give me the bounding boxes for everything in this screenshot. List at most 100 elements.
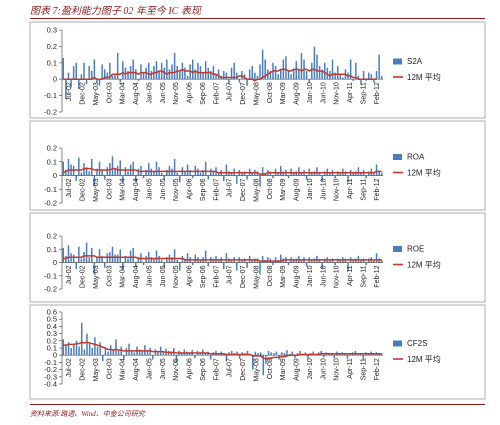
chart-3-bar (186, 253, 189, 263)
chart-1-legend-bar-swatch (393, 58, 402, 65)
chart-2-bar (160, 172, 163, 176)
chart-4-bar (175, 355, 178, 363)
chart-2-y-tick-label: 0.2 (47, 144, 57, 153)
chart-1-x-tick-label: Jan-10 (307, 82, 314, 104)
chart-1-bar (287, 71, 290, 80)
chart-4-bar (257, 353, 259, 356)
chart-2-bar (207, 175, 210, 180)
chart-3-bar (318, 259, 321, 263)
chart-2-bar (147, 163, 150, 176)
chart-4-bar (170, 353, 172, 356)
chart-3-x-tick-label: Jul-07 (227, 265, 234, 284)
chart-1-bar (80, 74, 83, 80)
chart-3-bar (85, 242, 88, 263)
chart-1-bar (248, 69, 251, 80)
chart-4-bar (346, 355, 349, 359)
chart-3-x-tick-label: Dec-07 (240, 265, 247, 288)
chart-2-bar (241, 172, 243, 176)
chart-2-x-tick-label: Aug-09 (294, 178, 301, 201)
chart-1-bar (186, 75, 189, 80)
chart-1-bar (357, 75, 360, 80)
chart-2-x-tick-label: Feb-07 (213, 178, 220, 200)
chart-2-legend-bar-swatch (393, 154, 402, 160)
chart-1-bar (101, 64, 103, 80)
chart-2-bar (378, 171, 380, 176)
chart-3-bar (83, 251, 85, 263)
chart-1-y-tick-label: -0.1 (44, 91, 57, 100)
chart-4-bar (78, 346, 80, 356)
chart-4-bar (267, 350, 270, 356)
chart-4-bar (283, 353, 286, 356)
chart-4-x-tick-label: Apr-11 (347, 358, 354, 379)
chart-2-bar (186, 164, 189, 176)
chart-4-x-tick-label: Nov-10 (334, 358, 341, 381)
chart-3-bar (311, 259, 313, 263)
chart-4-y-tick-label: 0.2 (47, 336, 57, 345)
chart-1-bar (179, 71, 181, 80)
chart-4-bar (107, 351, 109, 356)
chart-1-bar (225, 72, 228, 80)
chart-4-bar (152, 355, 154, 360)
chart-3-legend-bar-swatch (393, 246, 402, 252)
chart-4-bar (80, 322, 83, 356)
chart-1-bar (140, 64, 142, 80)
chart-1-bar (114, 74, 116, 80)
chart-2-bar (225, 164, 228, 176)
chart-3-x-tick-label: Jan-05 (146, 265, 153, 287)
chart-3-bar (267, 257, 269, 263)
chart-1-x-tick-label: Dec-07 (240, 82, 247, 105)
chart-1-bar (246, 79, 248, 86)
chart-1-bar (96, 79, 98, 83)
chart-1-bar (116, 52, 119, 80)
chart-4-bar (104, 348, 107, 356)
chart-1-bar (339, 74, 342, 80)
chart-4-bar (112, 349, 115, 356)
chart-1-bar (103, 69, 106, 80)
chart-2-bar (93, 175, 96, 187)
chart-2-bar (305, 175, 308, 180)
chart-1-bar (135, 69, 137, 80)
chart-1-bar (336, 66, 339, 80)
chart-2-bar (179, 175, 181, 183)
chart-1-y-tick-label: 0.3 (47, 26, 57, 35)
chart-4-bar (259, 352, 262, 356)
chart-2-bar (352, 172, 354, 176)
chart-2-bar (199, 172, 202, 176)
chart-3-y-tick-label: 0 (53, 258, 57, 267)
chart-2-bar (251, 172, 254, 176)
chart-3-bar (150, 257, 153, 263)
chart-4-bar (286, 350, 288, 356)
chart-4-bar (254, 351, 257, 356)
chart-4-x-tick-label: Jan-05 (146, 358, 153, 380)
chart-3-x-tick-label: Oct-03 (106, 265, 113, 286)
chart-1-bar (147, 62, 150, 80)
chart-3-bar (321, 262, 323, 270)
chart-3-x-tick-label: Aug-04 (133, 265, 140, 288)
chart-4-bar (270, 352, 272, 356)
chart-3-legend-line-label: 12M 平均 (407, 260, 441, 270)
chart-3-bar (305, 262, 308, 267)
chart-4-bar (280, 352, 283, 356)
chart-1-bar (228, 79, 230, 85)
chart-1-bar (308, 79, 310, 83)
chart-4-average-line (63, 341, 382, 360)
chart-4-y-tick-label: 0.6 (47, 308, 57, 317)
chart-2-bar (106, 167, 109, 176)
chart-4-legend-bar-swatch (393, 340, 402, 347)
chart-2-x-tick-label: May-08 (253, 178, 260, 201)
chart-4-bar (307, 355, 309, 359)
chart-2-x-tick-label: Jul-07 (227, 178, 234, 197)
chart-3-bar (199, 259, 202, 263)
chart-2-bar (103, 175, 106, 180)
chart-4-x-tick-label: Jan-10 (307, 358, 314, 380)
chart-3-bar (101, 255, 103, 263)
chart-1-bar (235, 72, 238, 80)
chart-2-bar (212, 171, 215, 176)
chart-3-bar (280, 254, 282, 263)
chart-3-bar (230, 259, 233, 263)
chart-2-bar (380, 172, 383, 176)
chart-2-bar (373, 172, 375, 176)
chart-2-x-tick-label: Jun-05 (160, 178, 167, 200)
chart-2-x-tick-label: Nov-10 (334, 178, 341, 201)
chart-3-bar (292, 259, 295, 263)
